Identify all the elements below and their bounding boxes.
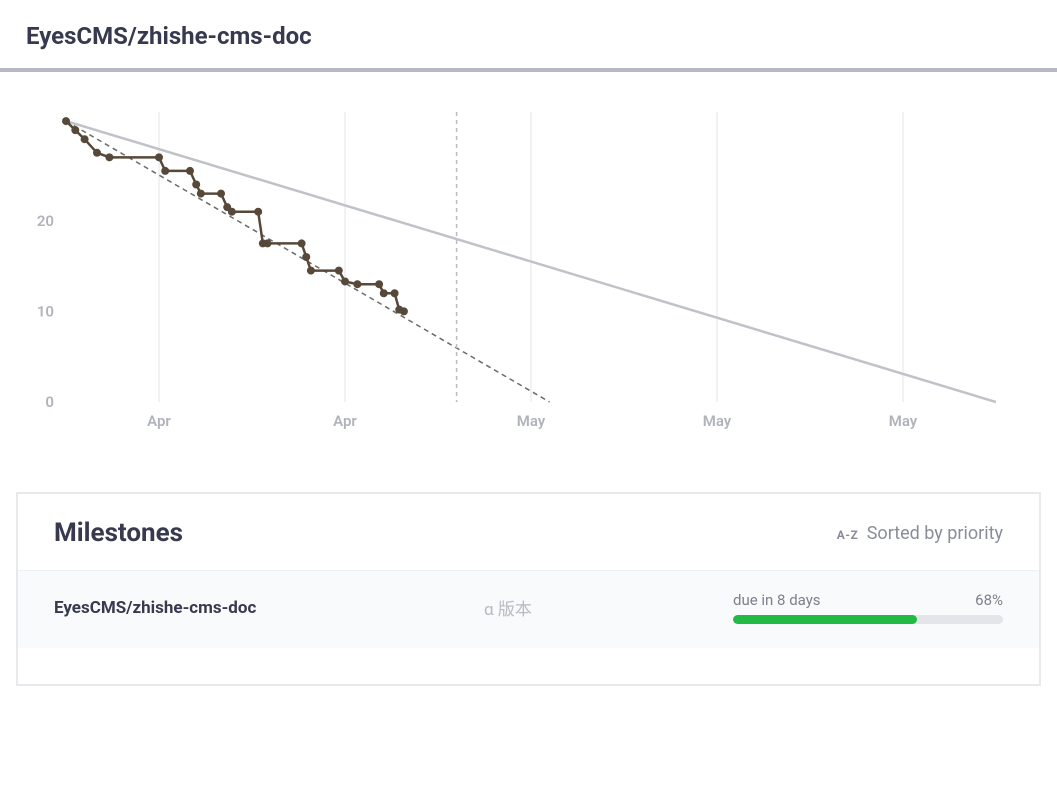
page-title: EyesCMS/zhishe-cms-doc — [26, 22, 1031, 50]
svg-text:0: 0 — [45, 393, 54, 411]
burndown-chart: 0 10 20 Apr Apr May May May — [0, 72, 1057, 472]
milestone-row[interactable]: EyesCMS/zhishe-cms-docα 版本 due in 8 days 6… — [18, 570, 1039, 648]
svg-text:Apr: Apr — [147, 412, 171, 430]
svg-text:10: 10 — [37, 302, 54, 320]
milestones-card: Milestones A-Z Sorted by priority EyesCM… — [16, 492, 1041, 686]
milestone-repo: EyesCMS/zhishe-cms-doc — [54, 598, 484, 618]
sort-label: Sorted by priority — [867, 523, 1003, 544]
milestone-progress: due in 8 days 68% — [733, 591, 1003, 624]
svg-text:Apr: Apr — [333, 412, 357, 430]
milestones-footer — [18, 648, 1039, 684]
milestone-percent: 68% — [975, 591, 1003, 609]
progress-track — [733, 615, 1003, 624]
progress-fill — [733, 615, 917, 624]
svg-text:May: May — [703, 412, 732, 430]
sort-control[interactable]: A-Z Sorted by priority — [837, 523, 1003, 544]
milestones-heading: Milestones — [54, 518, 183, 548]
burndown-svg: 0 10 20 Apr Apr May May May — [26, 112, 996, 442]
sort-icon: A-Z — [837, 528, 859, 542]
svg-text:May: May — [889, 412, 918, 430]
svg-text:May: May — [517, 412, 546, 430]
milestone-due: due in 8 days — [733, 591, 821, 609]
svg-text:20: 20 — [37, 212, 54, 230]
milestone-title: α 版本 — [484, 595, 634, 620]
milestones-header: Milestones A-Z Sorted by priority — [18, 494, 1039, 570]
page-header: EyesCMS/zhishe-cms-doc — [0, 0, 1057, 68]
